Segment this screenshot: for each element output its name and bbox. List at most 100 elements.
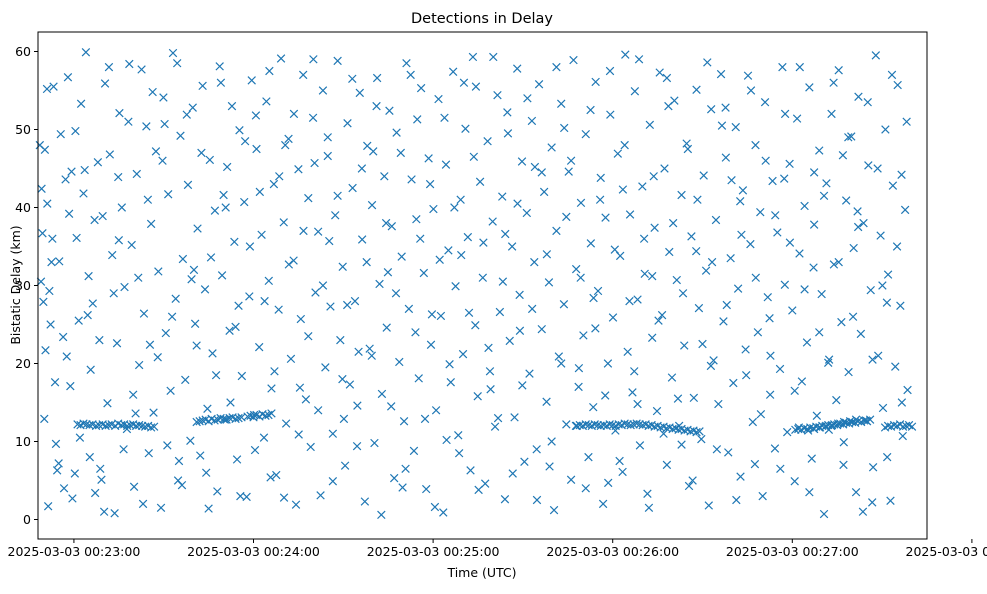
data-point xyxy=(357,164,367,173)
data-point xyxy=(338,262,347,272)
data-point xyxy=(456,195,465,204)
data-point xyxy=(204,504,213,513)
y-axis-label: Bistatic Delay (km) xyxy=(8,225,23,344)
data-point xyxy=(291,500,301,509)
data-point xyxy=(108,250,117,260)
y-tick-label: 60 xyxy=(15,44,31,59)
data-point xyxy=(85,452,95,462)
data-point xyxy=(878,403,888,413)
data-point xyxy=(776,464,785,474)
data-point xyxy=(652,406,662,416)
data-point xyxy=(849,243,858,253)
data-point xyxy=(746,239,755,249)
data-point xyxy=(677,440,686,449)
data-point xyxy=(125,59,134,69)
data-point xyxy=(365,344,374,353)
data-point xyxy=(138,499,148,509)
data-point xyxy=(596,173,605,183)
data-point xyxy=(149,422,159,431)
data-point xyxy=(525,369,534,378)
data-point xyxy=(650,223,659,233)
data-point xyxy=(667,373,677,382)
data-point xyxy=(729,378,738,388)
data-point xyxy=(109,289,118,298)
data-point xyxy=(272,470,281,480)
x-axis: 2025-03-03 00:23:00 2025-03-03 00:24:00 20… xyxy=(8,539,987,559)
data-point xyxy=(539,187,549,197)
data-point xyxy=(429,204,438,214)
data-point xyxy=(586,239,596,248)
data-point xyxy=(321,363,330,372)
data-point xyxy=(687,232,696,241)
data-point xyxy=(176,131,185,140)
data-point xyxy=(778,62,787,72)
data-point xyxy=(345,380,355,389)
data-point xyxy=(205,155,215,165)
data-point xyxy=(171,294,180,303)
data-point xyxy=(766,351,775,360)
data-point xyxy=(144,448,153,458)
data-point xyxy=(260,296,269,306)
data-point xyxy=(863,97,872,107)
data-point xyxy=(751,140,760,150)
data-point xyxy=(699,171,708,180)
data-point xyxy=(829,78,838,87)
data-point xyxy=(40,145,50,155)
data-point xyxy=(837,317,846,327)
data-point xyxy=(473,392,482,401)
data-point xyxy=(795,249,804,258)
data-point xyxy=(397,252,406,261)
data-point xyxy=(134,273,143,282)
data-point xyxy=(370,438,379,448)
data-point xyxy=(420,414,430,424)
data-point xyxy=(615,456,624,466)
data-point xyxy=(552,226,561,236)
data-point xyxy=(270,367,279,376)
data-point xyxy=(313,406,323,415)
data-point xyxy=(500,494,510,504)
data-point xyxy=(219,190,228,200)
data-point xyxy=(819,509,829,519)
data-point xyxy=(645,120,655,130)
data-point xyxy=(721,103,730,112)
data-point xyxy=(67,167,76,176)
data-point xyxy=(137,65,146,74)
data-point xyxy=(198,81,207,91)
data-point xyxy=(352,441,362,451)
data-point xyxy=(342,300,352,310)
data-point xyxy=(743,71,753,80)
data-point xyxy=(559,299,569,309)
data-point xyxy=(727,175,736,185)
data-point xyxy=(289,109,299,119)
data-point xyxy=(807,454,816,463)
data-point xyxy=(635,441,645,450)
data-point xyxy=(515,326,525,335)
data-point xyxy=(237,371,247,381)
data-point xyxy=(817,289,826,299)
data-point xyxy=(802,338,812,347)
data-point xyxy=(354,347,363,357)
data-point xyxy=(76,99,86,108)
data-point xyxy=(145,340,155,350)
data-point xyxy=(559,123,569,133)
data-point xyxy=(593,286,603,296)
data-point xyxy=(398,483,407,492)
data-point xyxy=(296,314,306,324)
data-point xyxy=(353,401,362,410)
data-point xyxy=(865,415,875,424)
data-point xyxy=(654,316,663,325)
data-point xyxy=(255,187,265,197)
data-point xyxy=(343,119,352,128)
data-point xyxy=(791,425,800,435)
data-point xyxy=(193,224,202,233)
y-tick-label: 40 xyxy=(15,200,31,215)
data-point xyxy=(691,246,701,256)
data-point xyxy=(153,353,162,362)
data-point xyxy=(245,292,254,301)
data-point xyxy=(416,234,425,243)
data-point xyxy=(318,281,328,290)
data-point xyxy=(736,472,745,481)
data-point xyxy=(788,306,797,315)
data-point xyxy=(131,409,140,418)
data-point xyxy=(419,268,429,278)
